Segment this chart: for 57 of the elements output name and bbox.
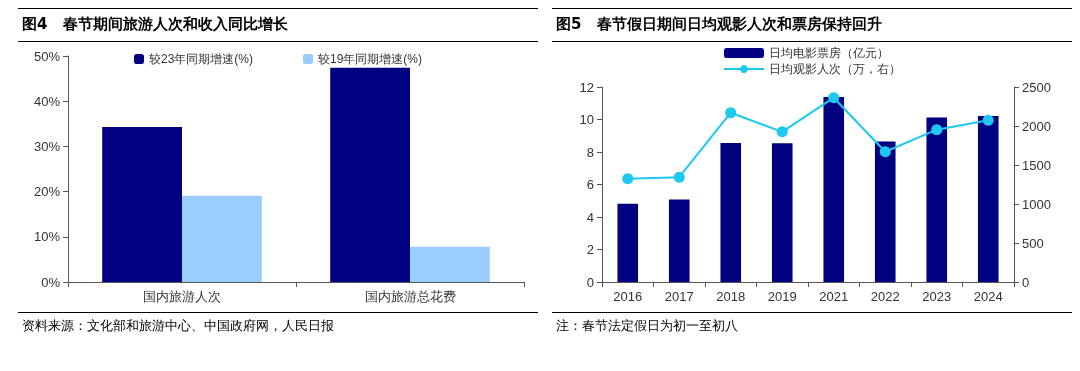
chart-title: 图4 春节期间旅游人次和收入同比增长 [18, 8, 538, 42]
y-tick-label: 8 [586, 144, 594, 160]
y-tick-label: 6 [586, 177, 594, 192]
x-tick-label: 国内旅游总花费 [364, 289, 456, 304]
y-tick-label: 12 [579, 79, 594, 95]
bar [617, 203, 639, 282]
y-tick-label: 30% [33, 138, 61, 154]
x-tick-label: 2023 [922, 289, 952, 304]
point [982, 114, 994, 126]
bar [926, 117, 948, 282]
y2-tick-label: 1500 [1022, 157, 1051, 173]
y2-tick-label: 1000 [1022, 196, 1051, 212]
y2-tick-label: 2000 [1022, 118, 1051, 134]
bar [410, 246, 490, 282]
legend-label: 日均观影人次（万，右） [769, 62, 901, 76]
x-tick-label: 2017 [664, 289, 694, 304]
bar [720, 142, 742, 282]
y-tick-label: 20% [33, 184, 61, 200]
x-tick-label: 2018 [716, 289, 746, 304]
x-tick-label: 2019 [767, 289, 797, 304]
bar [182, 195, 262, 282]
bar [823, 96, 845, 282]
legend-label: 日均电影票房（亿元） [769, 46, 889, 60]
chart-title: 图5 春节假日期间日均观影人次和票房保持回升 [552, 8, 1072, 42]
bar [330, 67, 410, 282]
text: 资料来源：文化部和旅游中心、中国政府网，人民日报 [18, 312, 538, 339]
point [725, 107, 737, 119]
y-tick-label: 2 [586, 242, 594, 257]
point [776, 126, 788, 138]
bar [771, 143, 793, 282]
point [931, 124, 943, 136]
x-tick-label: 2016 [613, 289, 643, 304]
x-tick-label: 国内旅游人次 [143, 289, 221, 304]
y-tick-label: 0% [41, 274, 61, 290]
y-tick-label: 50% [33, 48, 61, 64]
y-tick-label: 10% [33, 229, 61, 245]
point [673, 171, 685, 183]
y-tick-label: 0 [586, 274, 594, 290]
bar [102, 126, 182, 282]
bar [874, 141, 896, 282]
x-tick-label: 2024 [973, 289, 1003, 304]
y-tick-label: 4 [586, 209, 594, 225]
bar [977, 116, 999, 282]
point [828, 92, 840, 104]
y2-tick-label: 500 [1022, 235, 1044, 251]
x-tick-label: 2021 [819, 289, 849, 304]
legend-label: 较23年同期增速(%) [148, 52, 254, 66]
legend-label: 较19年同期增速(%) [318, 52, 423, 66]
y2-tick-label: 0 [1022, 274, 1030, 290]
y2-tick-label: 2500 [1022, 79, 1051, 95]
point [622, 173, 634, 185]
text: 注：春节法定假日为初一至初八 [552, 312, 1072, 339]
y-tick-label: 10 [579, 112, 594, 127]
point [879, 146, 891, 158]
x-tick-label: 2022 [870, 289, 900, 304]
y-tick-label: 40% [33, 93, 61, 109]
bar [668, 199, 690, 282]
